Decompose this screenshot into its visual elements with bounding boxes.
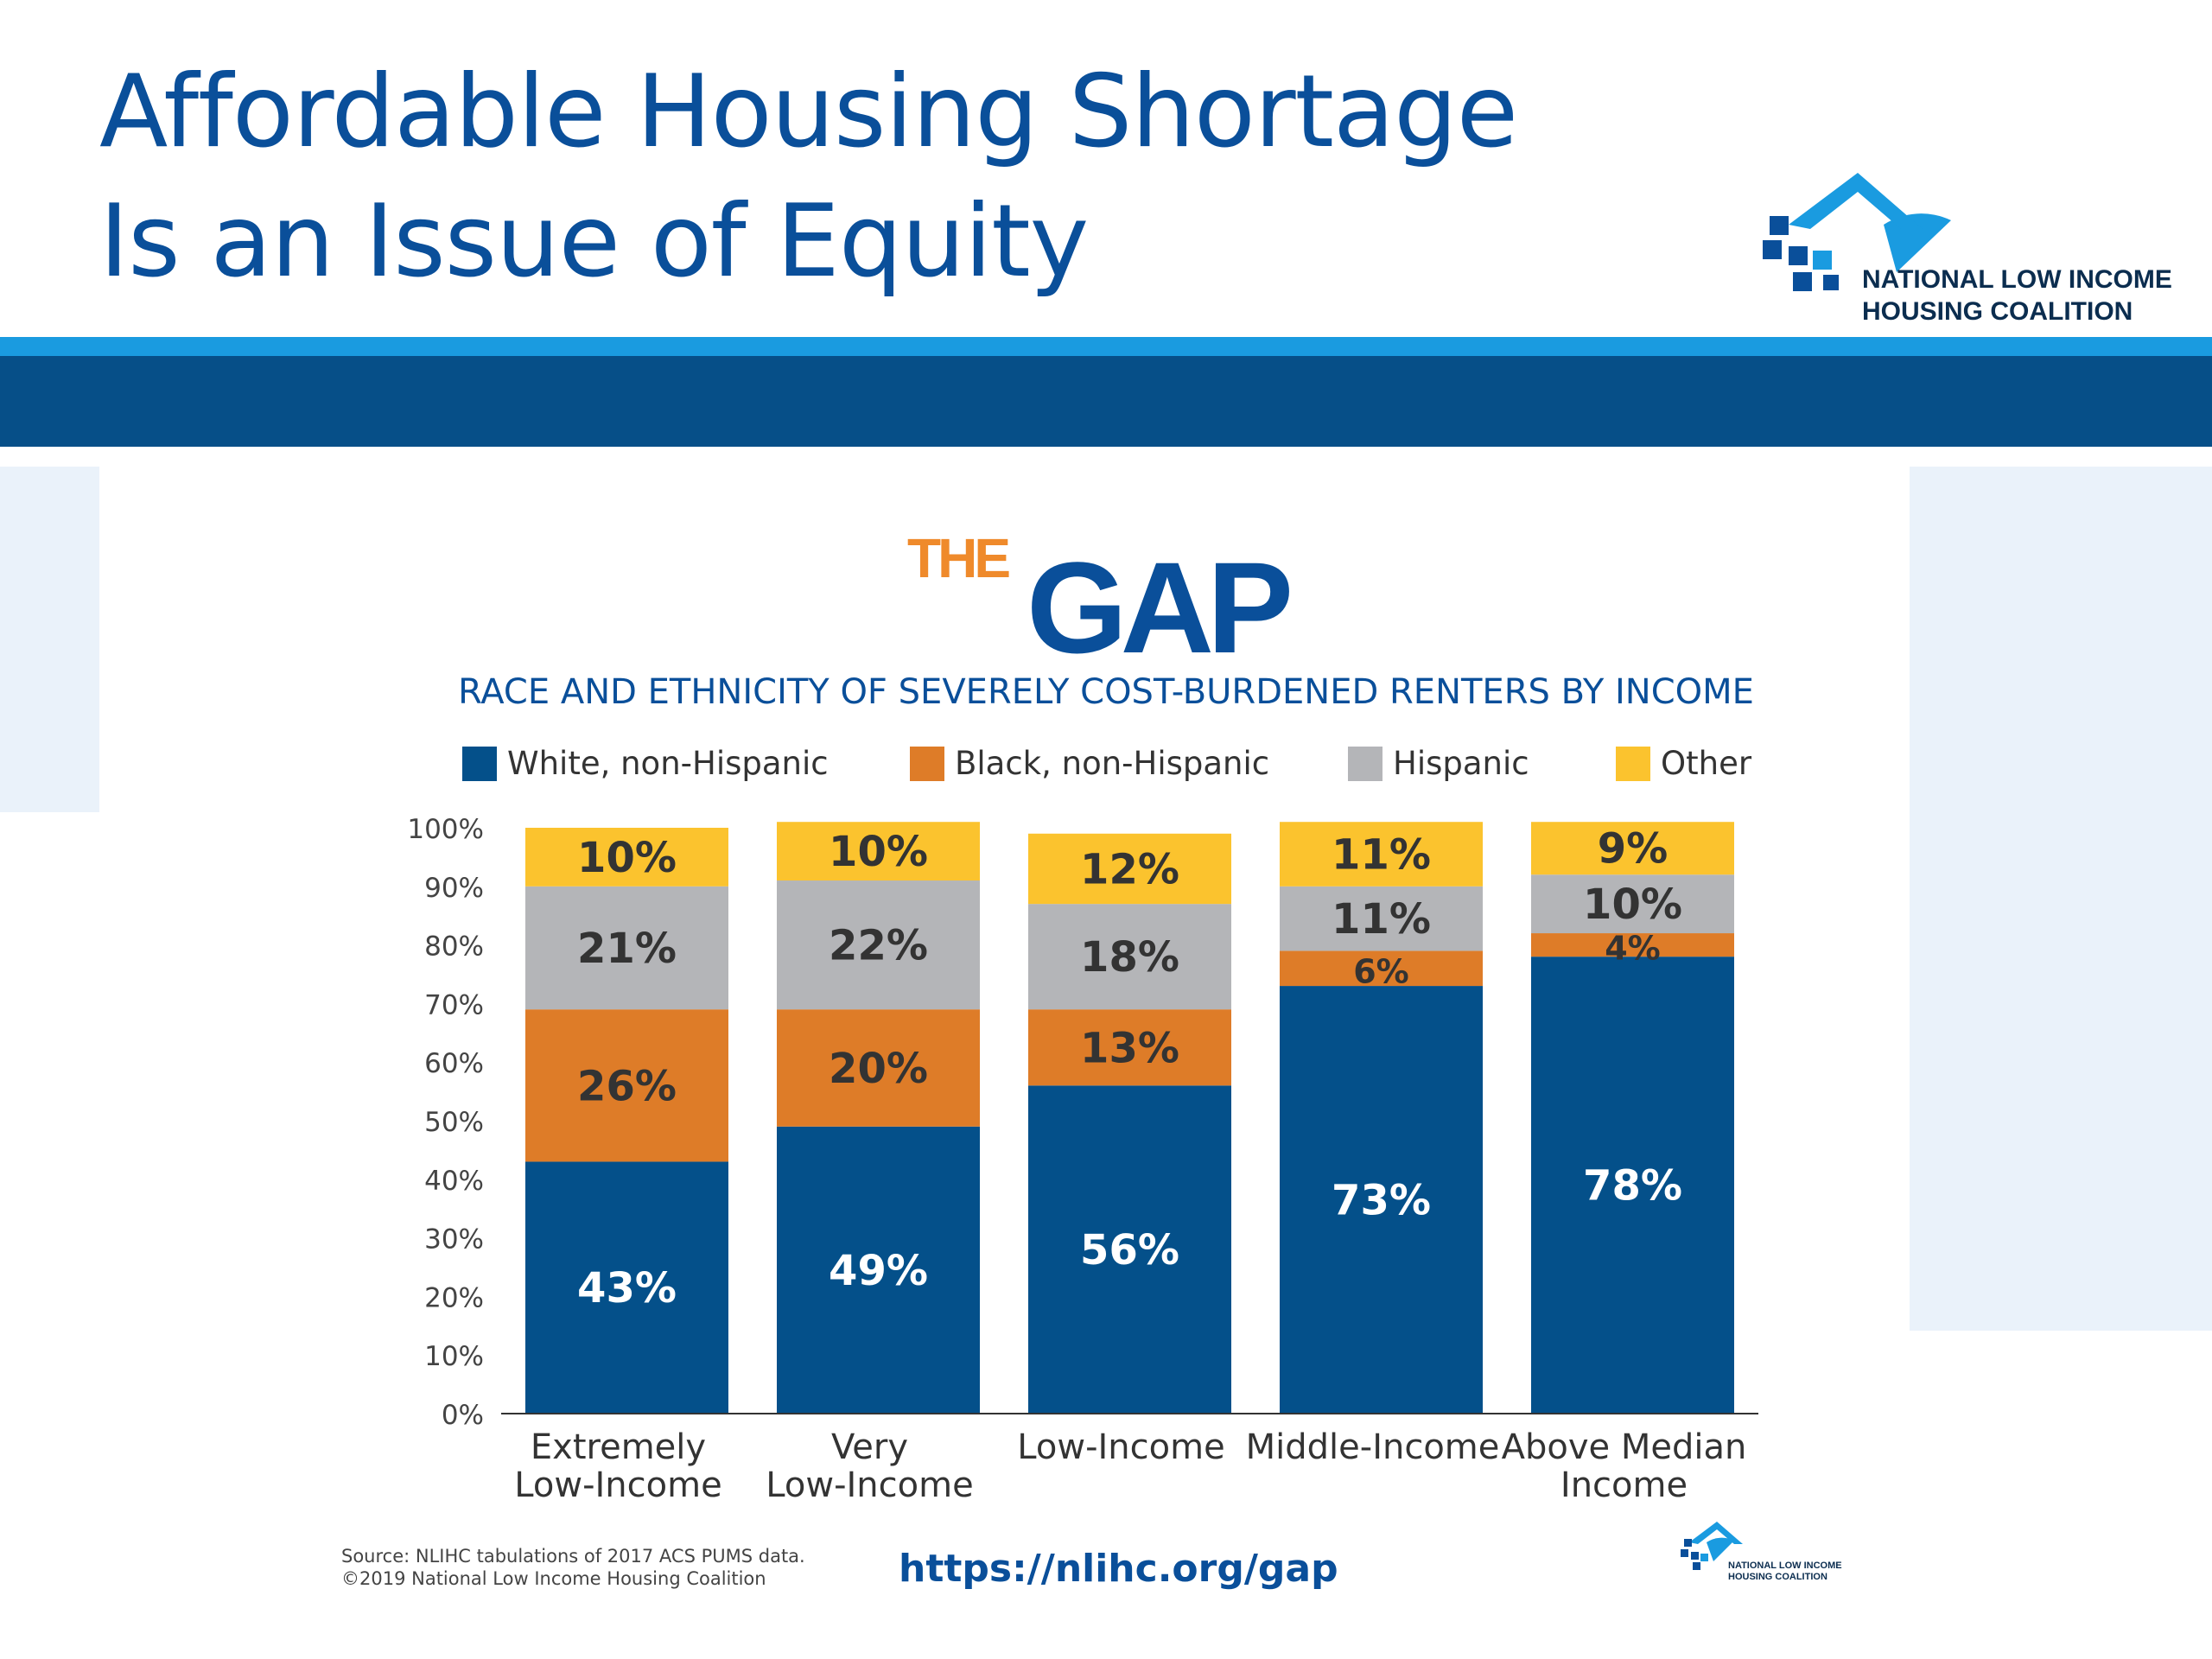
y-tick-label: 90% xyxy=(424,873,484,904)
nlihc-logo-text: NATIONAL LOW INCOME HOUSING COALITION xyxy=(1862,264,2172,327)
background-decoration-right xyxy=(1910,467,2212,1331)
legend-swatch-white xyxy=(462,747,497,781)
data-label: 26% xyxy=(577,1062,677,1110)
data-label: 18% xyxy=(1080,933,1179,982)
y-tick-label: 100% xyxy=(407,814,484,845)
data-label: 73% xyxy=(1332,1177,1431,1225)
x-tick-label: Low-Income xyxy=(1017,1427,1224,1467)
y-tick-label: 20% xyxy=(424,1282,484,1313)
bar-segment xyxy=(1531,957,1734,1414)
the-gap-logo-the: THE xyxy=(907,527,1009,589)
legend-label-white: White, non-Hispanic xyxy=(507,745,829,782)
bar-segment xyxy=(777,1009,980,1127)
data-label: 49% xyxy=(829,1247,928,1295)
y-tick-label: 30% xyxy=(424,1224,484,1255)
legend-label-hispanic: Hispanic xyxy=(1393,745,1529,782)
source-line-2: ©2019 National Low Income Housing Coalit… xyxy=(341,1568,766,1589)
bar-segment xyxy=(525,886,728,1010)
data-label: 56% xyxy=(1080,1226,1179,1274)
bar-segment xyxy=(1531,822,1734,875)
data-label: 78% xyxy=(1583,1162,1682,1211)
nlihc-logo-icon xyxy=(1763,173,1951,291)
bar-segment xyxy=(1280,950,1483,987)
header-band-light xyxy=(0,337,2212,356)
y-tick-label: 0% xyxy=(442,1400,484,1431)
bar-segment xyxy=(1028,904,1231,1010)
bar-segment xyxy=(777,1126,980,1414)
data-label: 10% xyxy=(829,828,928,876)
header-band-dark xyxy=(0,356,2212,447)
legend-swatch-black xyxy=(910,747,944,781)
nlihc-logo-line-1: NATIONAL LOW INCOME xyxy=(1862,265,2172,294)
nlihc-small-logo-text: NATIONAL LOW INCOME HOUSING COALITION xyxy=(1728,1560,1842,1583)
bar-segment xyxy=(1531,874,1734,934)
slide-title-line-1: Affordable Housing Shortage xyxy=(99,54,1518,170)
x-tick-label: Low-Income xyxy=(514,1465,721,1505)
data-label: 4% xyxy=(1605,930,1661,968)
bar-segment xyxy=(1028,1009,1231,1086)
data-label: 10% xyxy=(1583,880,1682,929)
slide-title: Affordable Housing Shortage Is an Issue … xyxy=(99,48,1741,307)
data-label: 21% xyxy=(577,925,677,973)
data-label: 9% xyxy=(1598,825,1669,874)
y-tick-label: 40% xyxy=(424,1166,484,1197)
legend-swatch-other xyxy=(1616,747,1650,781)
x-tick-label: Low-Income xyxy=(766,1465,973,1505)
x-tick-label: Income xyxy=(1560,1465,1688,1505)
the-gap-logo-gap: GAP xyxy=(1027,535,1289,674)
data-label: 6% xyxy=(1353,953,1409,991)
bar-segment xyxy=(777,822,980,881)
x-tick-label: Very xyxy=(831,1427,908,1467)
nlihc-logo-line-2: HOUSING COALITION xyxy=(1862,297,2133,326)
bar-segment xyxy=(1280,822,1483,887)
bar-segment xyxy=(1531,933,1734,957)
y-tick-label: 10% xyxy=(424,1341,484,1372)
bar-segment xyxy=(525,828,728,887)
bar-segment xyxy=(1028,833,1231,905)
gap-report-link[interactable]: https://nlihc.org/gap xyxy=(899,1547,1338,1591)
legend-swatch-hispanic xyxy=(1348,747,1382,781)
legend-label-black: Black, non-Hispanic xyxy=(955,745,1270,782)
data-label: 13% xyxy=(1080,1024,1179,1072)
data-label: 10% xyxy=(577,834,677,882)
bar-segment xyxy=(1028,1085,1231,1414)
small-logo-line-1: NATIONAL LOW INCOME xyxy=(1728,1560,1842,1571)
bar-segment xyxy=(1280,886,1483,951)
bar-segment xyxy=(1280,986,1483,1414)
the-gap-logo: THE GAP xyxy=(907,527,1296,674)
y-tick-label: 50% xyxy=(424,1107,484,1138)
nlihc-small-logo-icon xyxy=(1681,1522,1743,1570)
small-logo-line-2: HOUSING COALITION xyxy=(1728,1572,1827,1582)
chart-title: RACE AND ETHNICITY OF SEVERELY COST-BURD… xyxy=(458,672,1754,712)
x-tick-label: Middle-Income xyxy=(1246,1427,1500,1467)
legend-label-other: Other xyxy=(1661,745,1752,782)
data-label: 20% xyxy=(829,1045,928,1093)
slide-title-line-2: Is an Issue of Equity xyxy=(99,183,1089,300)
y-tick-label: 80% xyxy=(424,931,484,963)
source-line-1: Source: NLIHC tabulations of 2017 ACS PU… xyxy=(341,1546,805,1567)
data-label: 11% xyxy=(1332,831,1431,880)
source-note: Source: NLIHC tabulations of 2017 ACS PU… xyxy=(341,1545,805,1590)
bar-segment xyxy=(525,1009,728,1162)
data-label: 22% xyxy=(829,922,928,970)
data-label: 43% xyxy=(577,1264,677,1313)
x-tick-label: Above Median xyxy=(1502,1427,1747,1467)
y-tick-label: 60% xyxy=(424,1048,484,1079)
data-label: 12% xyxy=(1080,845,1179,893)
data-label: 11% xyxy=(1332,895,1431,944)
bar-segment xyxy=(525,1161,728,1414)
x-tick-label: Extremely xyxy=(531,1427,706,1467)
bar-segment xyxy=(777,880,980,1010)
y-tick-label: 70% xyxy=(424,989,484,1020)
